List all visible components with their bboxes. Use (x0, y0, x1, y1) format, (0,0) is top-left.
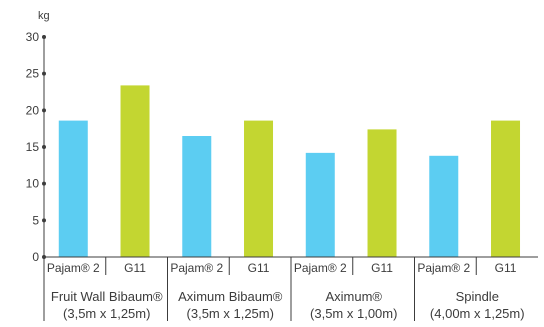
x-category-label: G11 (371, 261, 393, 275)
group-label-line1: Fruit Wall Bibaum® (51, 289, 163, 304)
x-category-label: G11 (248, 261, 270, 275)
group-label-line2: (3,5m x 1,25m) (187, 306, 274, 321)
y-tick-label: 25 (26, 67, 40, 81)
y-axis: 0 5 10 15 20 25 30 (26, 30, 46, 264)
x-category-label: Pajam® 2 (47, 261, 100, 275)
group-label-line2: (3,5m x 1,00m) (310, 306, 397, 321)
bar-g11 (367, 129, 397, 257)
y-tick-mark (42, 218, 46, 223)
y-tick-mark (42, 145, 46, 149)
bar-g11 (491, 120, 521, 257)
y-tick-label: 15 (26, 140, 40, 154)
group-label-line1: Aximum® (325, 289, 382, 304)
y-tick-mark (42, 71, 46, 76)
group-label-line2: (4,00m x 1,25m) (430, 306, 525, 321)
y-tick-label: 5 (32, 213, 39, 227)
bar-g11 (244, 120, 274, 257)
y-tick-mark (42, 181, 46, 186)
bar-pajam2 (58, 120, 88, 257)
group-label-line1: Aximum Bibaum® (178, 289, 283, 304)
x-category-label: Pajam® 2 (170, 261, 223, 275)
y-tick-label: 0 (32, 250, 39, 264)
y-tick-label: 20 (26, 103, 40, 117)
y-axis-unit-label: kg (38, 10, 50, 22)
x-category-label: Pajam® 2 (294, 261, 347, 275)
bars (58, 85, 521, 258)
y-tick-mark (42, 108, 46, 113)
bar-g11 (120, 85, 150, 258)
group-label-line2: (3,5m x 1,25m) (63, 306, 150, 321)
bar-pajam2 (305, 152, 335, 257)
bar-pajam2 (429, 155, 459, 257)
y-tick-label: 10 (26, 177, 40, 191)
y-tick-mark (42, 35, 46, 39)
x-category-label: G11 (495, 261, 517, 275)
bar-pajam2 (182, 136, 212, 257)
x-category-label: Pajam® 2 (417, 261, 470, 275)
y-tick-label: 30 (26, 30, 40, 44)
x-axis: Pajam® 2 G11 Fruit Wall Bibaum® (3,5m x 1,2… (43, 256, 538, 321)
x-category-label: G11 (124, 261, 146, 275)
group-label-line1: Spindle (456, 289, 499, 304)
